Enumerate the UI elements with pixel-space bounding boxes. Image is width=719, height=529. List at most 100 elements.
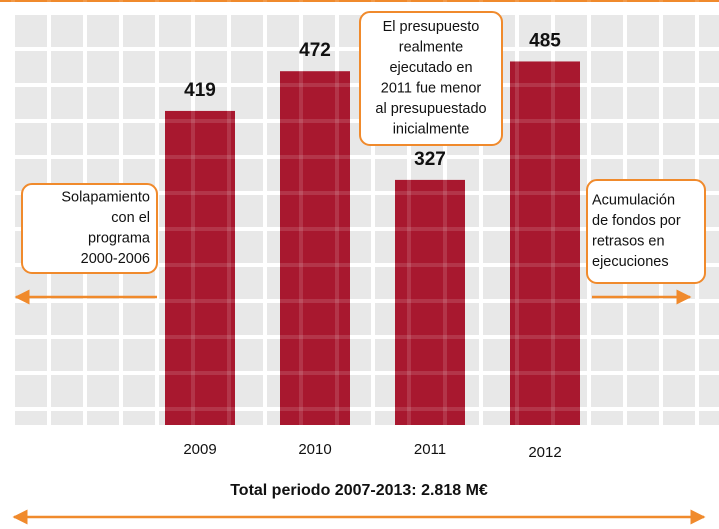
tile [483, 375, 515, 407]
tile [87, 339, 119, 371]
tile [303, 15, 335, 47]
value-label: 327 [414, 149, 446, 170]
bar [395, 179, 465, 425]
tile [123, 375, 155, 407]
tile [699, 159, 719, 191]
tile [663, 15, 695, 47]
tile [231, 267, 263, 299]
annotation-text: de fondos por [592, 213, 681, 229]
tile [483, 303, 515, 335]
bar-grid [0, 0, 719, 425]
tile [663, 375, 695, 407]
tile [231, 375, 263, 407]
annotation-text: 2000-2006 [81, 251, 150, 267]
tile [663, 87, 695, 119]
tile [627, 123, 659, 155]
tile [123, 339, 155, 371]
tile [627, 87, 659, 119]
tile [231, 159, 263, 191]
tile [51, 375, 83, 407]
annotation-box [586, 179, 706, 284]
tile [15, 51, 47, 83]
annotation-text: El presupuesto [383, 19, 480, 35]
tile [627, 375, 659, 407]
tile [591, 87, 623, 119]
tile [483, 411, 515, 425]
tile [51, 303, 83, 335]
tile [87, 15, 119, 47]
annotation-text: con el [111, 210, 150, 226]
tile [231, 87, 263, 119]
tile [15, 15, 47, 47]
tile [483, 195, 515, 227]
tile [627, 51, 659, 83]
tile [123, 87, 155, 119]
tile [231, 195, 263, 227]
tile [195, 15, 227, 47]
tile [267, 15, 299, 47]
value-label: 472 [299, 40, 331, 61]
bar [510, 61, 580, 426]
tile [87, 87, 119, 119]
tile [231, 303, 263, 335]
tile [87, 375, 119, 407]
tile [15, 87, 47, 119]
tile [591, 15, 623, 47]
tile [87, 411, 119, 425]
tile [51, 411, 83, 425]
tile [231, 15, 263, 47]
tile [15, 303, 47, 335]
tile [195, 51, 227, 83]
tile [483, 267, 515, 299]
tile [591, 375, 623, 407]
tile [591, 51, 623, 83]
tile [483, 231, 515, 263]
annotation-text: inicialmente [393, 122, 470, 138]
tile [87, 303, 119, 335]
x-tick-label: 2011 [414, 441, 446, 458]
tile [699, 87, 719, 119]
tile [591, 411, 623, 425]
tile [699, 51, 719, 83]
tile [159, 51, 191, 83]
tile [51, 15, 83, 47]
value-label: 419 [184, 80, 216, 101]
bars [165, 61, 580, 426]
annotation-text: ejecutado en [389, 60, 472, 76]
annotation-text: programa [88, 231, 151, 247]
tile [663, 51, 695, 83]
tile [699, 375, 719, 407]
bar [280, 71, 350, 425]
annotation-text: 2011 fue menor [381, 81, 482, 97]
tile [699, 303, 719, 335]
tile [663, 123, 695, 155]
annotation-text: Solapamiento [61, 190, 150, 206]
tile [231, 51, 263, 83]
tile [123, 411, 155, 425]
annotation-box [359, 11, 503, 146]
tile [663, 303, 695, 335]
annotation-text: al presupuestado [375, 101, 486, 117]
value-label: 485 [529, 30, 561, 51]
tile [15, 339, 47, 371]
tile [699, 411, 719, 425]
x-tick-label: 2010 [298, 441, 331, 458]
tile [231, 339, 263, 371]
tile [123, 123, 155, 155]
tile [87, 123, 119, 155]
tile [51, 51, 83, 83]
tile [591, 123, 623, 155]
tile [15, 375, 47, 407]
tile [627, 303, 659, 335]
x-tick-label: 2009 [183, 441, 216, 458]
bar [165, 110, 235, 425]
tile [123, 15, 155, 47]
annotation-box [21, 183, 158, 274]
x-tick-label: 2012 [528, 444, 561, 461]
tile [159, 15, 191, 47]
tile [555, 15, 587, 47]
annotation-text: realmente [399, 40, 463, 56]
tile [699, 339, 719, 371]
tile [123, 303, 155, 335]
tile [51, 339, 83, 371]
